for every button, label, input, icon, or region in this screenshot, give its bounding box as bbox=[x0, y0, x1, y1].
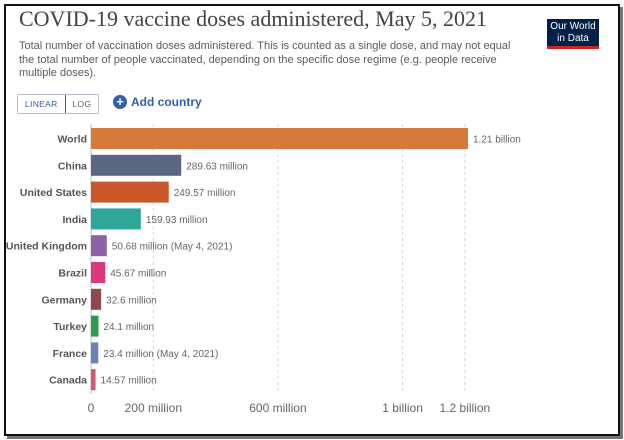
value-label: 23.4 million (May 4, 2021) bbox=[103, 349, 218, 360]
x-tick-label: 1 billion bbox=[382, 401, 423, 415]
owid-logo[interactable]: Our World in Data bbox=[547, 19, 599, 49]
bar bbox=[91, 181, 169, 203]
value-label: 14.57 million bbox=[101, 376, 157, 387]
x-tick-label: 200 million bbox=[125, 401, 182, 415]
value-label: 32.6 million bbox=[106, 295, 157, 306]
bar bbox=[91, 235, 107, 257]
value-label: 24.1 million bbox=[104, 322, 155, 333]
value-label: 50.68 million (May 4, 2021) bbox=[112, 242, 233, 253]
plus-circle-icon: + bbox=[113, 95, 127, 109]
chart-title: COVID-19 vaccine doses administered, May… bbox=[19, 6, 488, 31]
linear-scale-button[interactable]: LINEAR bbox=[18, 95, 66, 113]
bar bbox=[91, 262, 106, 283]
bar bbox=[91, 128, 468, 149]
category-label: China bbox=[58, 160, 87, 172]
category-label: Brazil bbox=[58, 268, 87, 280]
category-label: United Kingdom bbox=[6, 241, 87, 253]
bar bbox=[91, 342, 99, 364]
bar bbox=[91, 288, 102, 310]
value-label: 289.63 million bbox=[186, 161, 248, 172]
value-label: 1.21 billion bbox=[473, 135, 521, 146]
value-label: 249.57 million bbox=[174, 188, 236, 199]
x-tick-label: 600 million bbox=[249, 401, 306, 415]
bar bbox=[91, 208, 141, 230]
bar bbox=[91, 154, 182, 176]
category-label: Germany bbox=[41, 294, 87, 306]
category-label: France bbox=[53, 348, 88, 360]
x-tick-label: 0 bbox=[88, 401, 95, 415]
category-label: United States bbox=[20, 187, 87, 199]
logo-line-1: Our World bbox=[550, 21, 596, 32]
bar bbox=[91, 315, 99, 337]
log-scale-button[interactable]: LOG bbox=[72, 99, 92, 109]
scale-toggle[interactable]: LINEAR LOG bbox=[17, 94, 100, 114]
category-label: Canada bbox=[49, 375, 87, 387]
x-tick-label: 1.2 billion bbox=[440, 401, 491, 415]
value-label: 159.93 million bbox=[146, 215, 208, 226]
logo-line-2: in Data bbox=[557, 33, 589, 44]
add-country-button[interactable]: + Add country bbox=[113, 95, 202, 109]
bar bbox=[91, 369, 96, 391]
category-label: World bbox=[57, 134, 87, 146]
category-label: India bbox=[62, 214, 87, 226]
value-label: 45.67 million bbox=[110, 269, 166, 280]
add-country-label: Add country bbox=[131, 95, 202, 109]
chart-subtitle: Total number of vaccination doses admini… bbox=[19, 40, 511, 79]
category-label: Turkey bbox=[53, 321, 87, 333]
